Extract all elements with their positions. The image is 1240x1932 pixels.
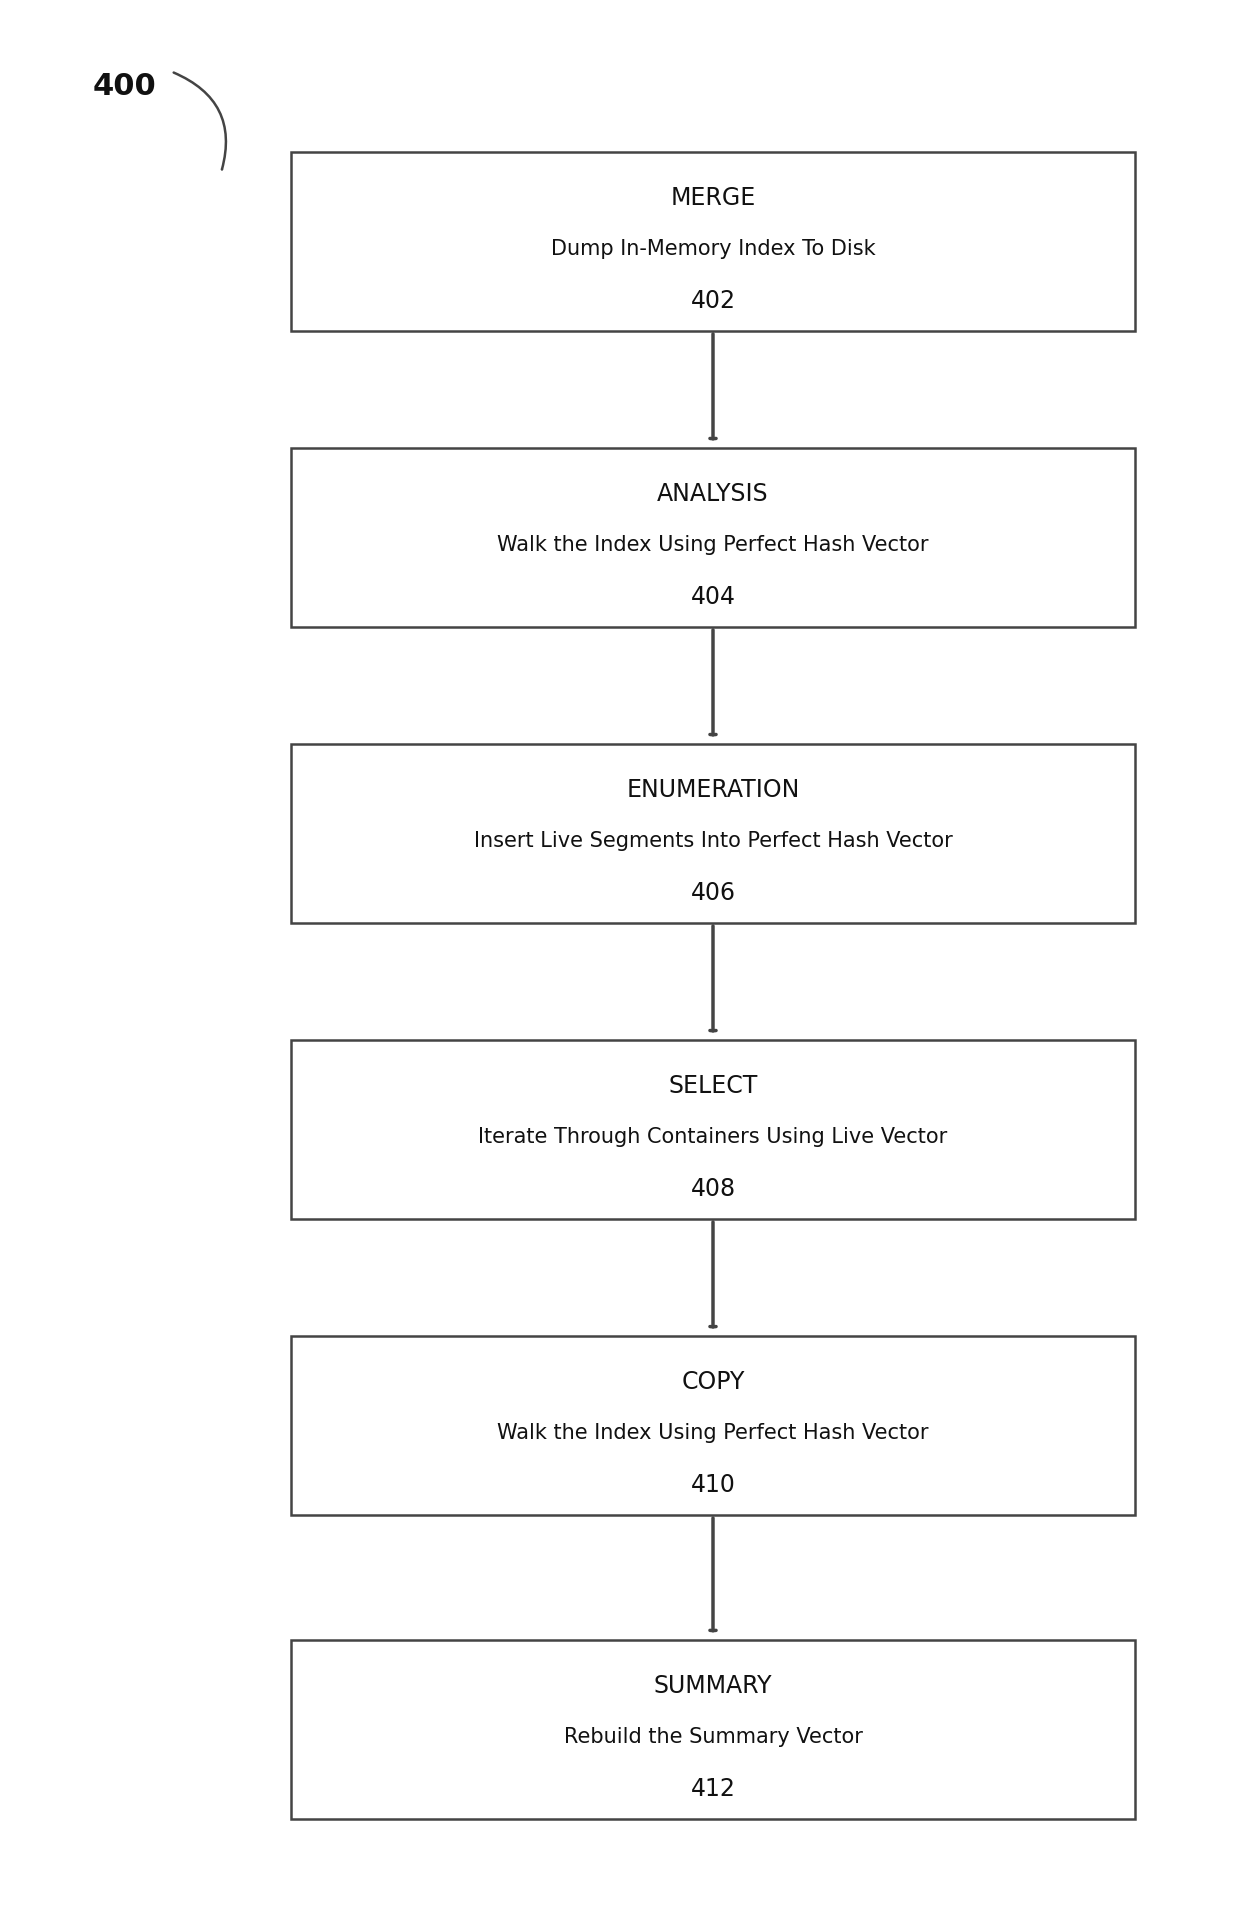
FancyBboxPatch shape [291,153,1135,330]
FancyBboxPatch shape [291,744,1135,923]
Text: Walk the Index Using Perfect Hash Vector: Walk the Index Using Perfect Hash Vector [497,535,929,554]
Text: Insert Live Segments Into Perfect Hash Vector: Insert Live Segments Into Perfect Hash V… [474,831,952,852]
Text: MERGE: MERGE [671,185,755,211]
Text: Dump In-Memory Index To Disk: Dump In-Memory Index To Disk [551,240,875,259]
FancyArrowPatch shape [174,73,226,170]
Text: ANALYSIS: ANALYSIS [657,481,769,506]
Text: 408: 408 [691,1177,735,1202]
Text: 412: 412 [691,1777,735,1801]
Text: Rebuild the Summary Vector: Rebuild the Summary Vector [563,1727,863,1747]
Text: COPY: COPY [681,1370,745,1395]
FancyBboxPatch shape [291,1337,1135,1515]
Text: ENUMERATION: ENUMERATION [626,779,800,802]
FancyBboxPatch shape [291,1640,1135,1820]
Text: 400: 400 [93,71,156,102]
FancyBboxPatch shape [291,448,1135,628]
Text: 410: 410 [691,1472,735,1497]
Text: Walk the Index Using Perfect Hash Vector: Walk the Index Using Perfect Hash Vector [497,1424,929,1443]
Text: 404: 404 [691,585,735,609]
Text: SELECT: SELECT [668,1074,758,1097]
Text: SUMMARY: SUMMARY [653,1673,773,1698]
Text: Iterate Through Containers Using Live Vector: Iterate Through Containers Using Live Ve… [479,1128,947,1148]
Text: 406: 406 [691,881,735,904]
FancyBboxPatch shape [291,1039,1135,1219]
Text: 402: 402 [691,288,735,313]
